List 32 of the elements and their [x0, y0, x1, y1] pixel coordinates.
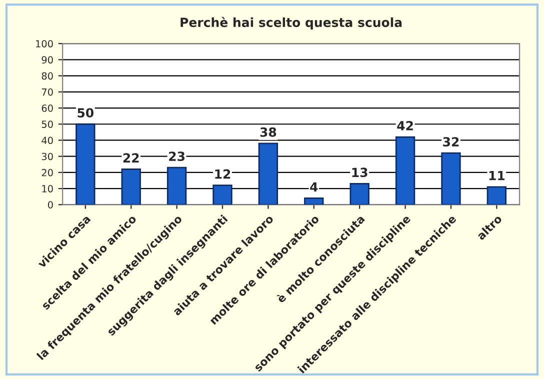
data-label: 38: [260, 127, 276, 137]
bar: [304, 198, 324, 205]
bar: [486, 186, 507, 205]
bar: [121, 168, 141, 205]
bar: [395, 136, 416, 205]
data-label: 50: [78, 108, 94, 118]
y-tick-label: 80: [42, 72, 53, 80]
y-tick-label: 70: [42, 88, 53, 96]
data-label: 13: [352, 168, 368, 178]
bar: [350, 183, 370, 205]
y-tick-label: 30: [42, 152, 53, 160]
chart-title: Perchè hai scelto questa scuola: [180, 16, 402, 30]
data-label: 4: [310, 182, 318, 192]
data-label: 42: [397, 120, 413, 130]
y-tick-label: 50: [42, 120, 53, 128]
data-label: 12: [215, 169, 230, 179]
data-label: 11: [489, 171, 505, 180]
y-tick-label: 100: [36, 40, 53, 48]
y-tick-label: 10: [42, 185, 53, 192]
data-label: 22: [123, 153, 139, 162]
y-tick-label: 40: [42, 136, 53, 144]
data-label: 32: [443, 137, 459, 147]
bar: [76, 123, 96, 205]
y-tick-label: 60: [42, 104, 53, 112]
bar: [166, 166, 187, 205]
bar: [441, 152, 461, 205]
y-tick-label: 20: [42, 168, 53, 176]
y-tick-label: 90: [42, 56, 53, 64]
y-tick-label: 0: [48, 201, 53, 208]
bar: [212, 184, 232, 205]
data-label: 23: [169, 152, 185, 162]
bar: [258, 142, 278, 205]
